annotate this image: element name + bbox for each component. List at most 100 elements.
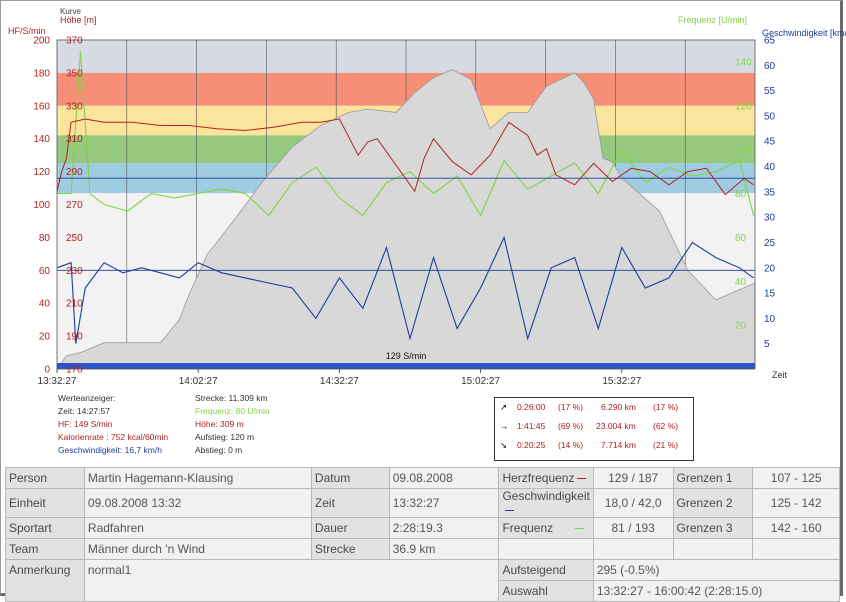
- speed-tick-label: 10: [764, 314, 776, 325]
- stats-table: Person Martin Hagemann-Klausing Datum 09…: [5, 467, 841, 602]
- grenzen2-value: 125 - 142: [752, 488, 840, 518]
- lap-dist: 6.290 km: [601, 402, 636, 412]
- hf-tick-label: 200: [33, 36, 50, 47]
- zeit-label: Zeit: [310, 488, 390, 518]
- einheit-label: Einheit: [5, 488, 85, 518]
- speed-tick-label: 25: [764, 238, 776, 249]
- herzfrequenz-label-text: Herzfrequenz: [502, 471, 575, 485]
- hf-tick-label: 20: [39, 332, 51, 343]
- empty-cell: [672, 538, 754, 560]
- freq-tick-label: 100: [735, 145, 752, 156]
- lap-time-pct: (14 %): [558, 440, 584, 450]
- hoehe-tick-label: 310: [66, 134, 83, 145]
- geschwindigkeit-value: 18,0 / 42,0: [592, 488, 674, 518]
- hf-tick-label: 40: [39, 299, 51, 310]
- table-row: Sportart Radfahren Dauer 2:28:19.3 Frequ…: [5, 517, 840, 539]
- axes: 2001801601401201008060402003703503303102…: [33, 36, 775, 388]
- table-row: Team Männer durch 'n Wind Strecke 36.9 k…: [5, 538, 840, 560]
- value-hoehe: Höhe: 309 m: [195, 419, 244, 429]
- x-tick-label: 15:32:27: [602, 376, 641, 387]
- value-display-left: Werteanzeiger: Zeit: 14:27:57 HF: 149 S/…: [58, 392, 168, 457]
- herzfrequenz-label: Herzfrequenz: [498, 467, 594, 489]
- x-tick-label: 15:02:27: [461, 376, 500, 387]
- grenzen3-value: 142 - 160: [752, 517, 840, 539]
- team-label: Team: [5, 538, 85, 560]
- auswahl-label: Auswahl: [498, 580, 594, 602]
- speed-tick-label: 35: [764, 187, 776, 198]
- strecke-label: Strecke: [310, 538, 390, 560]
- hoehe-tick-label: 350: [66, 68, 83, 79]
- training-chart[interactable]: Kurve Höhe [m] HF/S/min Frequenz [U/min]…: [0, 0, 846, 392]
- hf-tick-label: 60: [39, 266, 51, 277]
- frequenz-series: [57, 50, 755, 217]
- person-value: Martin Hagemann-Klausing: [83, 467, 312, 489]
- arrow-right-icon: →: [500, 421, 509, 431]
- frequenz-label: Frequenz: [498, 517, 594, 539]
- hf-tick-label: 120: [33, 167, 50, 178]
- value-geschwindigkeit: Geschwindigkeit: 16,7 km/h: [58, 445, 162, 455]
- freq-tick-label: 40: [735, 277, 747, 288]
- table-row: Auswahl 13:32:27 - 16:00:42 (2:28:15.0): [6, 580, 841, 602]
- hoehe-tick-label: 230: [66, 266, 83, 277]
- speed-tick-label: 65: [764, 36, 776, 47]
- freq-tick-label: 20: [735, 321, 747, 332]
- herzfrequenz-value: 129 / 187: [592, 467, 674, 489]
- lap-time: 1:41:45: [517, 421, 546, 431]
- dauer-label: Dauer: [310, 517, 390, 539]
- plot-area[interactable]: 129 S/min: [56, 39, 756, 370]
- hoehe-tick-label: 190: [66, 332, 83, 343]
- hf-tick-label: 140: [33, 134, 50, 145]
- arrow-up-icon: ↗: [500, 402, 508, 412]
- hoehe-tick-label: 270: [66, 200, 83, 211]
- hf-legend-line: [577, 478, 587, 480]
- speed-tick-label: 60: [764, 61, 776, 72]
- lap-time: 0:20:25: [517, 440, 546, 450]
- value-display-right: Strecke: 11.309 km Frequenz: 80 U/min Hö…: [195, 392, 270, 457]
- person-label: Person: [5, 467, 85, 489]
- geschwindigkeit-label: Geschwindigkeit: [498, 488, 594, 518]
- label-zeit: Zeit: [772, 370, 788, 380]
- marker-label: 129 S/min: [386, 351, 427, 361]
- lap-row-flat: → 1:41:45 (69 %) 23.004 km (62 %): [495, 418, 693, 436]
- value-hf: HF: 149 S/min: [58, 419, 113, 429]
- hoehe-series: [56, 69, 756, 370]
- x-tick-label: 14:32:27: [320, 376, 359, 387]
- datum-label: Datum: [310, 467, 390, 489]
- hoehe-tick-label: 330: [66, 101, 83, 112]
- strecke-value: 36.9 km: [388, 538, 500, 560]
- speed-tick-label: 45: [764, 137, 776, 148]
- datum-value: 09.08.2008: [388, 467, 500, 489]
- value-frequenz: Frequenz: 80 U/min: [195, 406, 270, 416]
- freq-tick-label: 80: [735, 189, 747, 200]
- lap-row-up: ↗ 0:26:00 (17 %) 6.290 km (17 %): [495, 399, 693, 417]
- value-abstieg: Abstieg: 0 m: [195, 445, 243, 455]
- grenzen2-label: Grenzen 2: [672, 488, 754, 518]
- empty-cell: [752, 538, 840, 560]
- lap-time-pct: (17 %): [558, 402, 584, 412]
- lap-time-pct: (69 %): [558, 421, 584, 431]
- baseline-band: [57, 363, 755, 369]
- freq-tick-label: 60: [735, 233, 747, 244]
- speed-tick-label: 30: [764, 213, 776, 224]
- speed-tick-label: 55: [764, 86, 776, 97]
- lap-dist-pct: (17 %): [653, 402, 679, 412]
- value-kalorien: Kalorienrate : 752 kcal/60min: [58, 432, 169, 442]
- sportart-label: Sportart: [5, 517, 85, 539]
- hoehe-tick-label: 250: [66, 233, 83, 244]
- empty-cell: [592, 538, 674, 560]
- frequenz-label-text: Frequenz: [502, 521, 554, 535]
- speed-tick-label: 40: [764, 162, 776, 173]
- lap-summary: ↗ 0:26:00 (17 %) 6.290 km (17 %) → 1:41:…: [494, 397, 694, 461]
- empty-cell: [498, 538, 594, 560]
- value-zeit: Zeit: 14:27:57: [58, 406, 110, 416]
- speed-tick-label: 5: [764, 339, 770, 350]
- plot-border: [56, 39, 756, 370]
- hf-tick-label: 160: [33, 101, 50, 112]
- hoehe-tick-label: 290: [66, 167, 83, 178]
- freq-legend-line: [575, 528, 585, 530]
- anmerkung-value: normal1: [83, 559, 500, 602]
- anmerkung-label: Anmerkung: [5, 559, 85, 602]
- table-row: Person Martin Hagemann-Klausing Datum 09…: [5, 467, 840, 489]
- speed-tick-label: 50: [764, 111, 776, 122]
- grenzen3-label: Grenzen 3: [672, 517, 754, 539]
